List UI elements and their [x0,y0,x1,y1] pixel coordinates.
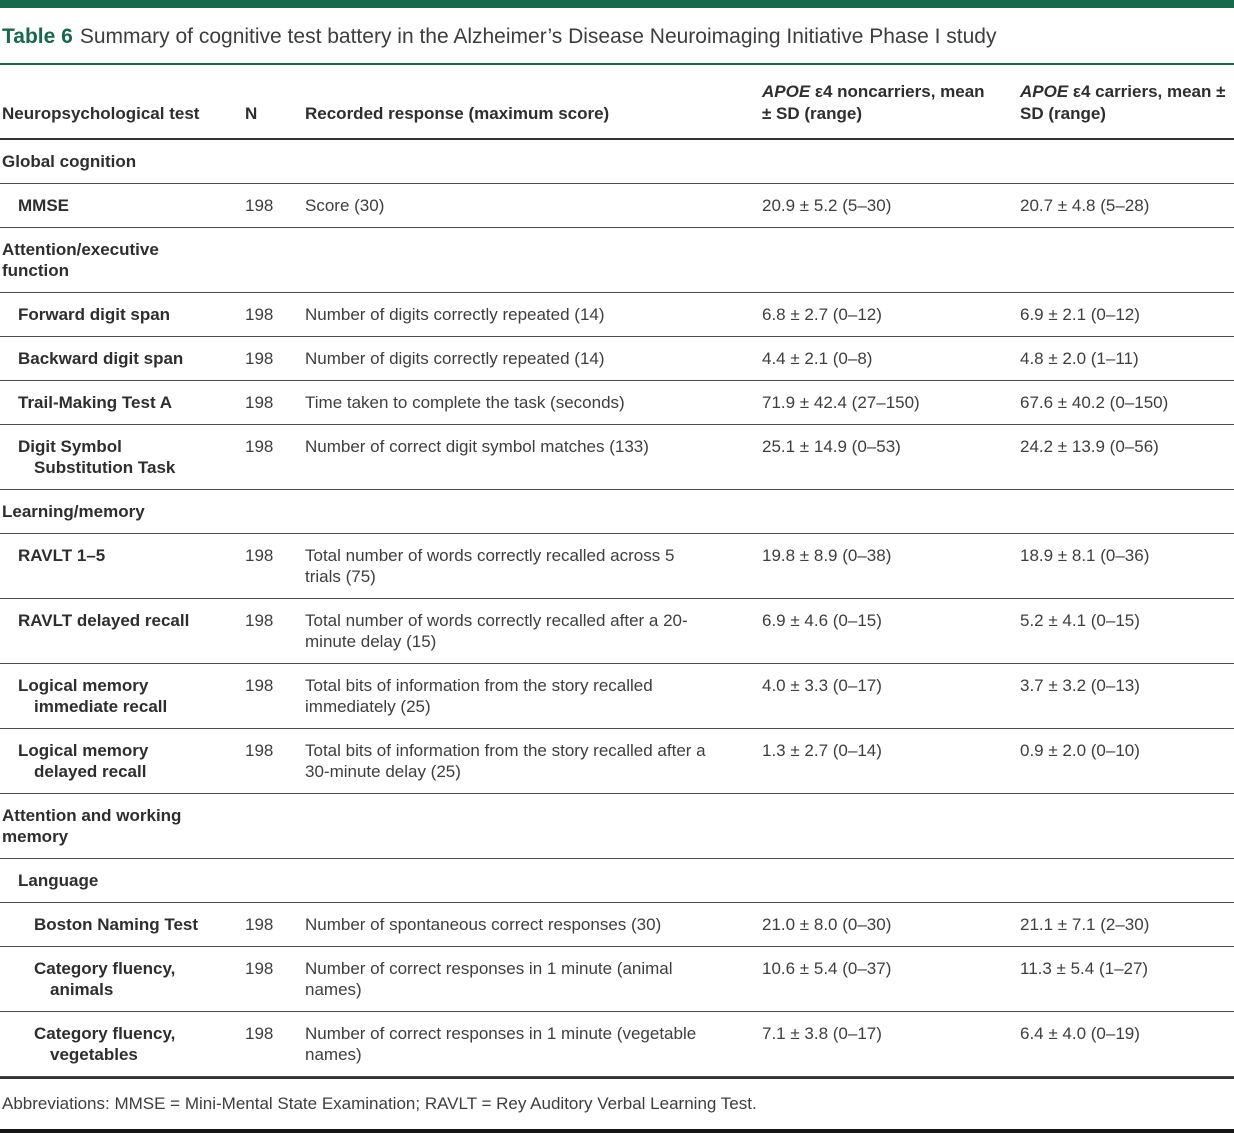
noncarriers-value: 10.6 ± 5.4 (0–37) [762,959,892,978]
n-value: 198 [245,393,274,412]
carriers-value: 67.6 ± 40.2 (0–150) [1020,393,1169,412]
table-row: Category fluency, animals 198 Number of … [0,946,1234,1012]
table-row: Backward digit span 198 Number of digits… [0,336,1234,381]
carriers-value: 4.8 ± 2.0 (1–11) [1020,349,1139,368]
test-name: Logical memory delayed recall [18,741,149,781]
n-value: 198 [245,1024,274,1043]
cognitive-test-table: Neuropsychological test N Recorded respo… [0,65,1234,1077]
column-header-carriers: APOE ε4 carriers, mean ± SD (range) [1020,65,1234,140]
table-row: RAVLT 1–5 198 Total number of words corr… [0,533,1234,599]
noncarriers-value: 21.0 ± 8.0 (0–30) [762,915,892,934]
recorded-response: Total number of words correctly recalled… [305,611,688,651]
test-name: Forward digit span [18,305,171,324]
table-row: Forward digit span 198 Number of digits … [0,292,1234,337]
table-row: RAVLT delayed recall 198 Total number of… [0,598,1234,664]
carriers-value: 3.7 ± 3.2 (0–13) [1020,676,1140,695]
table-row: Digit Symbol Substitution Task 198 Numbe… [0,424,1234,490]
carriers-value: 21.1 ± 7.1 (2–30) [1020,915,1150,934]
table-row: MMSE 198 Score (30) 20.9 ± 5.2 (5–30) 20… [0,183,1234,228]
carriers-value: 6.9 ± 2.1 (0–12) [1020,305,1140,324]
section-label: Attention/executive function [2,240,159,280]
noncarriers-value: 25.1 ± 14.9 (0–53) [762,437,901,456]
column-header-response: Recorded response (maximum score) [305,65,762,140]
n-value: 198 [245,305,274,324]
column-header-test: Neuropsychological test [0,65,245,140]
test-name: RAVLT delayed recall [18,611,190,630]
n-value: 198 [245,437,274,456]
accent-top-bar [0,0,1234,8]
recorded-response: Score (30) [305,196,385,215]
section-row: Attention and working memory [0,793,1234,859]
test-name: Boston Naming Test [34,915,199,934]
noncarriers-value: 4.4 ± 2.1 (0–8) [762,349,873,368]
test-name: RAVLT 1–5 [18,546,106,565]
noncarriers-value: 20.9 ± 5.2 (5–30) [762,196,892,215]
noncarriers-value: 71.9 ± 42.4 (27–150) [762,393,920,412]
section-label: Learning/memory [2,502,145,521]
carriers-value: 0.9 ± 2.0 (0–10) [1020,741,1140,760]
recorded-response: Total bits of information from the story… [305,741,706,781]
test-name: Trail-Making Test A [18,393,172,412]
recorded-response: Time taken to complete the task (seconds… [305,393,625,412]
recorded-response: Number of digits correctly repeated (14) [305,305,605,324]
recorded-response: Total bits of information from the story… [305,676,653,716]
table-number-label: Table 6 [2,25,73,48]
table-title: Summary of cognitive test battery in the… [79,25,997,48]
recorded-response: Number of digits correctly repeated (14) [305,349,605,368]
column-header-noncarriers: APOE ε4 noncarriers, mean ± SD (range) [762,65,1020,140]
recorded-response: Number of correct responses in 1 minute … [305,959,673,999]
noncarriers-value: 6.9 ± 4.6 (0–15) [762,611,882,630]
section-row: Language [0,858,1234,903]
test-name: Category fluency, vegetables [34,1024,176,1064]
carriers-value: 20.7 ± 4.8 (5–28) [1020,196,1150,215]
carriers-value: 18.9 ± 8.1 (0–36) [1020,546,1150,565]
n-value: 198 [245,349,274,368]
section-row: Global cognition [0,139,1234,184]
column-header-n: N [245,65,305,140]
recorded-response: Total number of words correctly recalled… [305,546,675,586]
section-row: Attention/executive function [0,227,1234,293]
test-name: MMSE [18,196,69,215]
carriers-value: 24.2 ± 13.9 (0–56) [1020,437,1159,456]
n-value: 198 [245,959,274,978]
n-value: 198 [245,676,274,695]
recorded-response: Number of correct responses in 1 minute … [305,1024,697,1064]
table-caption: Table 6 Summary of cognitive test battery… [0,8,1234,65]
bottom-rule [0,1129,1234,1133]
n-value: 198 [245,611,274,630]
test-name: Backward digit span [18,349,184,368]
header-row: Neuropsychological test N Recorded respo… [0,65,1234,140]
section-label: Global cognition [2,152,137,171]
abbreviations-note: Abbreviations: MMSE = Mini-Mental State … [0,1077,1234,1129]
table-row: Logical memory delayed recall 198 Total … [0,728,1234,794]
recorded-response: Number of spontaneous correct responses … [305,915,662,934]
noncarriers-value: 19.8 ± 8.9 (0–38) [762,546,892,565]
section-label: Language [18,871,99,890]
noncarriers-value: 4.0 ± 3.3 (0–17) [762,676,882,695]
section-label: Attention and working memory [2,806,182,846]
table-row: Logical memory immediate recall 198 Tota… [0,663,1234,729]
recorded-response: Number of correct digit symbol matches (… [305,437,649,456]
n-value: 198 [245,546,274,565]
table-row: Category fluency, vegetables 198 Number … [0,1011,1234,1077]
test-name: Digit Symbol Substitution Task [18,437,176,477]
test-name: Logical memory immediate recall [18,676,168,716]
section-row: Learning/memory [0,489,1234,534]
noncarriers-value: 7.1 ± 3.8 (0–17) [762,1024,882,1043]
n-value: 198 [245,741,274,760]
test-name: Category fluency, animals [34,959,176,999]
n-value: 198 [245,915,274,934]
table-row: Trail-Making Test A 198 Time taken to co… [0,380,1234,425]
table-row: Boston Naming Test 198 Number of spontan… [0,902,1234,947]
carriers-value: 5.2 ± 4.1 (0–15) [1020,611,1140,630]
carriers-value: 6.4 ± 4.0 (0–19) [1020,1024,1140,1043]
n-value: 198 [245,196,274,215]
noncarriers-value: 1.3 ± 2.7 (0–14) [762,741,882,760]
carriers-value: 11.3 ± 5.4 (1–27) [1020,959,1149,978]
noncarriers-value: 6.8 ± 2.7 (0–12) [762,305,882,324]
